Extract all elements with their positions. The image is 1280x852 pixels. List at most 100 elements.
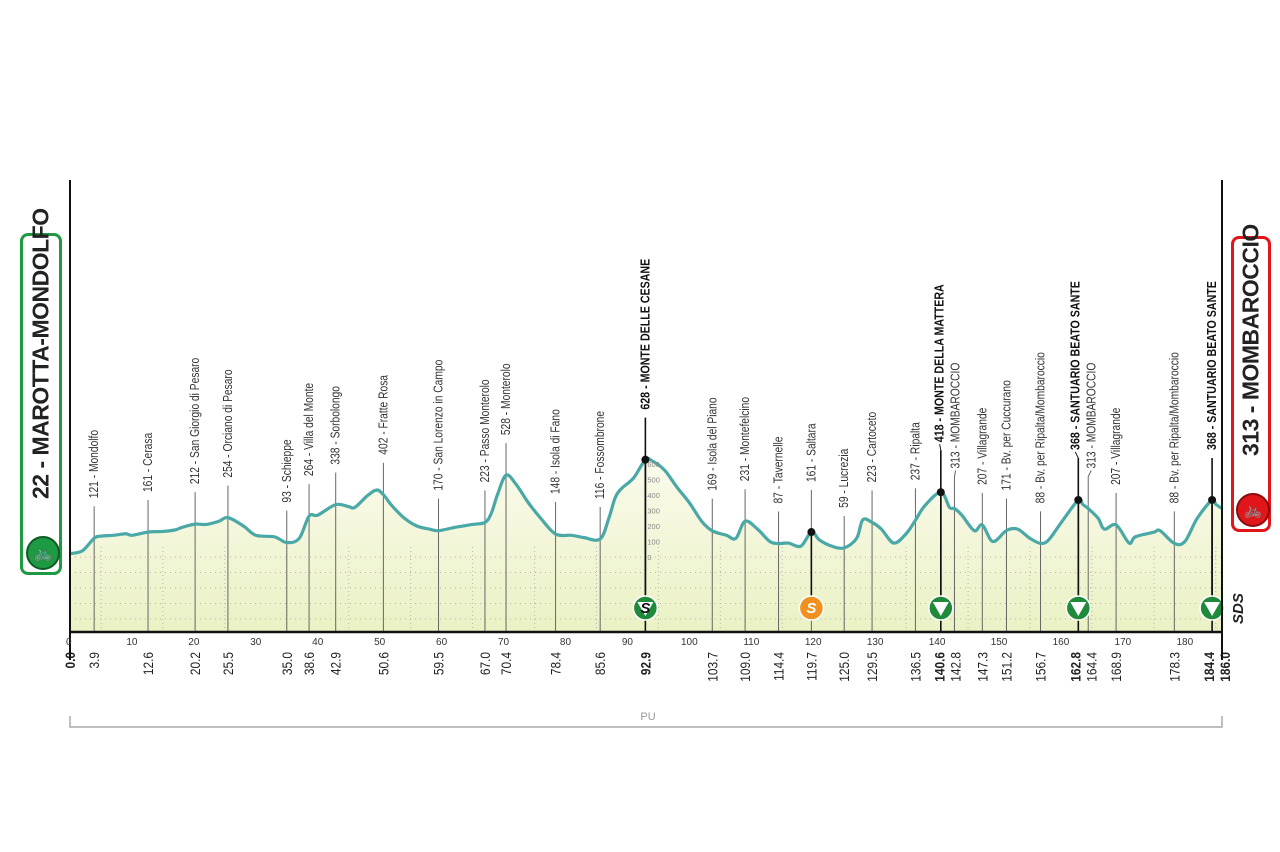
- summit-dot: [936, 488, 945, 497]
- finish-label: 313 - MOMBAROCCIO: [1237, 224, 1264, 456]
- start-badge: 22 - MAROTTA-MONDOLFO 🚲: [20, 208, 62, 575]
- km-label: 0.0: [62, 652, 78, 669]
- km-label: 67.0: [477, 652, 493, 675]
- point-label: 161 - Cerasa: [142, 432, 155, 492]
- km-label: 70.4: [498, 652, 514, 675]
- point-label: 93 - Schieppe: [281, 439, 294, 502]
- km-label: 38.6: [301, 652, 317, 675]
- elevation-profile-line: [69, 456, 1223, 556]
- triangle-icon: [932, 602, 949, 616]
- point-label: 628 - MONTE DELLE CESANE: [637, 259, 652, 410]
- summit-dot: [1074, 495, 1083, 504]
- km-label: 35.0: [279, 652, 295, 675]
- summit-dot: [807, 528, 816, 537]
- point-label: 254 - Orciano di Pesaro: [222, 369, 235, 477]
- point-label: 121 - Mondolfo: [88, 430, 101, 498]
- km-label: 136.5: [907, 652, 923, 682]
- point-leader-line: [953, 470, 957, 477]
- elevation-scale-tick: 200: [647, 522, 660, 531]
- km-label: 142.8: [948, 652, 964, 682]
- point-label: 170 - San Lorenzo in Campo: [433, 360, 446, 491]
- km-label: 3.9: [86, 652, 102, 669]
- x-tick-label: 180: [1176, 637, 1193, 648]
- x-tick-label: 120: [805, 637, 822, 648]
- point-leader-line: [1087, 470, 1092, 477]
- start-label: 22 - MAROTTA-MONDOLFO: [27, 208, 54, 499]
- km-label: 119.7: [803, 652, 819, 681]
- point-label: 264 - Villa del Monte: [303, 383, 316, 476]
- point-label: 169 - Isola del Piano: [706, 397, 719, 490]
- point-label: 59 - Lucrezia: [838, 448, 851, 508]
- finish-badge: 313 - MOMBAROCCIO 🚲: [1231, 224, 1271, 532]
- point-leader-line: [939, 444, 942, 451]
- x-tick-label: 110: [743, 637, 759, 648]
- x-tick-label: 20: [188, 637, 200, 648]
- cyclist-icon: 🚲: [26, 536, 60, 570]
- km-label: 85.6: [592, 652, 608, 675]
- x-tick-label: 140: [929, 637, 946, 648]
- point-label: 402 - Fratte Rosa: [378, 374, 391, 454]
- point-label: 88 - Bv. per Ripalta/Mombaroccio: [1168, 352, 1181, 503]
- point-label: 418 - MONTE DELLA MATTERA: [932, 284, 947, 442]
- point-label: 87 - Tavernelle: [773, 437, 786, 504]
- elevation-scale-tick: 100: [647, 538, 660, 547]
- point-label: 161 - Saltara: [806, 423, 819, 482]
- elevation-scale-tick: 300: [647, 507, 660, 516]
- km-label: 12.6: [140, 652, 156, 675]
- x-tick-label: 30: [250, 637, 262, 648]
- x-tick-label: 60: [436, 637, 448, 648]
- summit-dot: [641, 455, 650, 464]
- x-tick-label: 10: [126, 637, 138, 648]
- point-label: 148 - Isola di Fano: [550, 409, 563, 494]
- km-label: 103.7: [704, 652, 720, 682]
- elevation-scale-tick: 500: [647, 476, 660, 485]
- point-label: 528 - Monterolo: [500, 363, 513, 435]
- x-tick-label: 40: [312, 637, 324, 648]
- km-label: 129.5: [864, 652, 880, 682]
- km-label: 156.7: [1033, 652, 1049, 682]
- sds-logo: SDS: [1230, 593, 1247, 624]
- point-label: 223 - Cartoceto: [866, 412, 879, 483]
- km-label: 147.3: [974, 652, 990, 682]
- triangle-icon: [637, 602, 654, 616]
- triangle-icon: [1204, 602, 1221, 616]
- point-label: 207 - Villagrande: [1110, 408, 1123, 485]
- elevation-scale-tick: 400: [647, 491, 660, 500]
- km-label: 114.4: [771, 652, 787, 681]
- point-label: 171 - Bv. per Cuccurano: [1001, 380, 1014, 490]
- km-label: 151.2: [999, 652, 1015, 682]
- point-label: 88 - Bv. per Ripalta/Mombaroccio: [1035, 352, 1048, 503]
- km-label: 50.6: [375, 652, 391, 675]
- pu-bracket: [69, 716, 1223, 728]
- km-label: 125.0: [836, 652, 852, 682]
- point-label: 116 - Fossombrone: [594, 411, 607, 499]
- km-label: 92.9: [637, 652, 653, 675]
- km-label: 78.4: [548, 652, 564, 675]
- km-label: 59.5: [431, 652, 447, 675]
- km-label: 42.9: [328, 652, 344, 675]
- km-label: 109.0: [737, 652, 753, 682]
- point-label: 338 - Sorbolongo: [330, 386, 343, 465]
- km-label: 186.0: [1217, 652, 1233, 682]
- elevation-scale-tick: 600: [647, 460, 660, 469]
- km-label: 20.2: [187, 652, 203, 675]
- km-label: 164.4: [1083, 652, 1099, 682]
- km-label: 184.4: [1201, 651, 1217, 681]
- elevation-scale-tick: 0: [647, 553, 651, 562]
- km-label: 168.9: [1108, 652, 1124, 682]
- x-tick-label: 130: [867, 637, 884, 648]
- sprint-marker-icon: [798, 595, 825, 621]
- x-tick-label: 160: [1053, 637, 1070, 648]
- x-tick-label: 70: [498, 637, 510, 648]
- point-label: 368 - SANTUARIO BEATO SANTE: [1204, 281, 1219, 450]
- x-tick-label: 80: [560, 637, 572, 648]
- summit-dot: [1208, 495, 1217, 504]
- sprint-s-icon: S: [640, 600, 650, 617]
- point-label: 237 - Ripalta: [910, 422, 923, 481]
- triangle-icon: [1070, 602, 1087, 616]
- cyclist-climb-icon: 🚲: [1236, 493, 1270, 527]
- point-label: 313 - MOMBAROCCIO: [1085, 363, 1098, 469]
- point-label: 368 - SANTUARIO BEATO SANTE: [1067, 281, 1082, 450]
- point-label: 212 - San Giorgio di Pesaro: [189, 358, 202, 484]
